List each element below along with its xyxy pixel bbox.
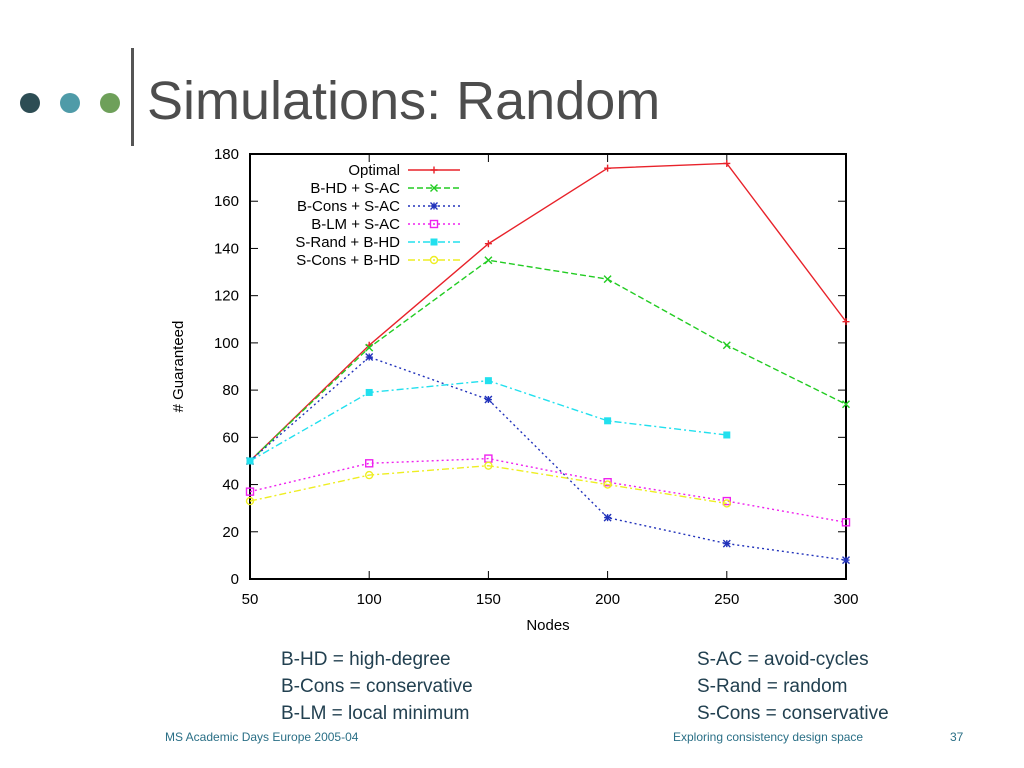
legend-marker: [430, 184, 438, 192]
data-point: [722, 496, 731, 506]
title-divider: [131, 48, 134, 146]
legend-label: Optimal: [348, 162, 400, 179]
data-point: [722, 341, 731, 350]
y-tick-label: 40: [222, 477, 239, 494]
legend-marker: [430, 238, 438, 246]
data-point: [603, 477, 612, 487]
x-tick-label: 50: [242, 591, 259, 608]
data-point: [484, 240, 492, 248]
data-point: [723, 431, 731, 439]
data-point: [723, 159, 731, 167]
line-chart: 0 20 40 60 80 100 120 140 160 180 50 100 150 200 250 30…: [170, 146, 859, 634]
abbreviation-note: B-LM = local minimum: [281, 703, 470, 724]
title-decoration-dots: [20, 93, 120, 113]
y-tick-label: 0: [231, 571, 239, 588]
legend-marker: [429, 219, 439, 229]
y-tick-label: 180: [214, 146, 239, 163]
series-line: [249, 162, 847, 462]
decoration-dot-green: [100, 93, 120, 113]
x-tick-label: 250: [714, 591, 739, 608]
data-point: [364, 470, 374, 480]
data-point: [722, 539, 731, 548]
y-tick-label: 20: [222, 524, 239, 541]
x-tick-label: 100: [357, 591, 382, 608]
x-axis-label: Nodes: [526, 617, 569, 634]
data-point: [484, 395, 493, 404]
data-point: [365, 388, 373, 396]
page-number: 37: [950, 730, 964, 744]
data-point: [841, 518, 851, 527]
legend-label: S-Cons + B-HD: [296, 252, 400, 269]
legend-label: B-Cons + S-AC: [297, 198, 400, 215]
data-point: [603, 513, 612, 522]
data-point: [603, 275, 612, 284]
decoration-dot-teal: [60, 93, 80, 113]
series-line: [249, 379, 727, 462]
decoration-dot-dark: [20, 93, 40, 113]
legend-marker: [429, 255, 439, 265]
series-line: [249, 259, 847, 462]
data-point: [842, 318, 850, 326]
series-line: [249, 457, 847, 524]
footer-topic: Exploring consistency design space: [673, 730, 864, 744]
plot-frame: [249, 153, 847, 580]
y-axis-label: # Guaranteed: [170, 321, 187, 413]
data-point: [604, 417, 612, 425]
abbreviation-note: S-Rand = random: [697, 676, 848, 697]
series-line: [249, 356, 847, 561]
abbreviation-note: B-HD = high-degree: [281, 649, 451, 670]
x-tick-label: 300: [833, 591, 858, 608]
abbreviation-note: S-AC = avoid-cycles: [697, 649, 869, 670]
legend-label: B-LM + S-AC: [311, 216, 400, 233]
y-tick-label: 140: [214, 240, 239, 257]
data-point: [603, 480, 612, 489]
y-tick-label: 80: [222, 382, 239, 399]
y-tick-label: 120: [214, 288, 239, 305]
abbreviation-note: S-Cons = conservative: [697, 703, 889, 724]
legend-label: B-HD + S-AC: [310, 180, 400, 197]
data-point: [842, 400, 850, 409]
y-tick-label: 60: [222, 429, 239, 446]
data-point: [604, 164, 612, 172]
abbreviation-note: B-Cons = conservative: [281, 676, 473, 697]
legend-marker: [430, 202, 438, 210]
data-point: [365, 343, 374, 352]
data-point: [364, 459, 374, 468]
data-point: [484, 461, 493, 470]
legend-marker: [430, 166, 438, 174]
footer-event: MS Academic Days Europe 2005-04: [165, 730, 359, 744]
abbreviations-left: B-HD = high-degree B-Cons = conservative…: [281, 646, 473, 727]
data-point: [484, 377, 492, 385]
data-point: [842, 556, 850, 565]
x-tick-label: 200: [595, 591, 620, 608]
data-point: [245, 496, 255, 506]
series-line: [249, 464, 727, 505]
x-tick-label: 150: [476, 591, 501, 608]
data-point: [246, 457, 254, 465]
data-point: [365, 353, 374, 362]
y-tick-label: 100: [214, 335, 239, 352]
slide-title: Simulations: Random: [147, 71, 661, 131]
data-point: [722, 499, 731, 508]
abbreviations-right: S-AC = avoid-cycles S-Rand = random S-Co…: [697, 646, 889, 727]
legend-label: S-Rand + B-HD: [295, 234, 400, 251]
y-tick-label: 160: [214, 193, 239, 210]
data-point: [245, 487, 255, 496]
data-point: [484, 256, 493, 265]
